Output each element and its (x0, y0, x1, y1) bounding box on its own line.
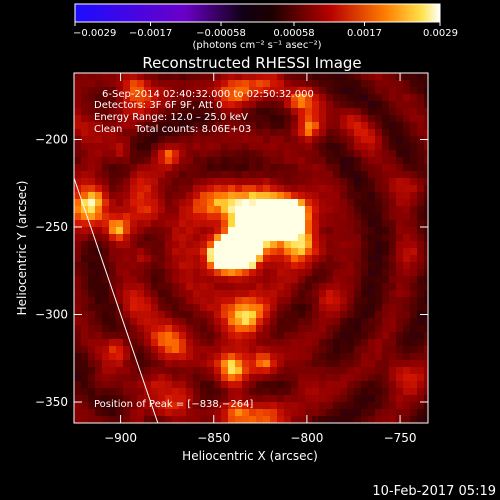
info-detectors: Detectors: 3F 6F 9F, Att 0 (94, 100, 222, 111)
peak-position-label: Position of Peak = [−838,−264] (94, 399, 253, 410)
colorbar-tick-label: −0.00058 (196, 28, 246, 39)
x-tick-label: −900 (104, 431, 137, 445)
x-tick-label: −800 (290, 431, 323, 445)
y-tick-label: −250 (35, 220, 68, 234)
info-clean-counts: Clean Total counts: 8.06E+03 (94, 124, 251, 135)
plot-frame (73, 72, 429, 424)
info-time-range: 6-Sep-2014 02:40:32.000 to 02:50:32.000 (102, 89, 314, 100)
info-energy-range: Energy Range: 12.0 – 25.0 keV (94, 112, 248, 123)
colorbar-unit-label: (photons cm⁻² s⁻¹ asec⁻²) (192, 40, 321, 51)
colorbar (74, 3, 441, 23)
colorbar-tick-label: 0.0017 (347, 28, 382, 39)
x-tick-label: −850 (197, 431, 230, 445)
y-axis-ticks: −200 −250 −300 −350 (35, 133, 428, 409)
colorbar-tick-label: 0.0029 (423, 28, 458, 39)
y-tick-label: −300 (35, 308, 68, 322)
colorbar-tick-label: −0.0017 (129, 28, 172, 39)
footer-timestamp: 10-Feb-2017 05:19 (372, 484, 496, 499)
y-tick-label: −200 (35, 133, 68, 147)
x-axis-ticks: −900 −850 −800 −750 (104, 73, 417, 445)
y-tick-label: −350 (35, 395, 68, 409)
y-axis-label: Heliocentric Y (arcsec) (15, 181, 29, 316)
solar-limb-line (74, 177, 159, 423)
x-tick-label: −750 (384, 431, 417, 445)
x-axis-label: Heliocentric X (arcsec) (182, 449, 318, 463)
chart-title: Reconstructed RHESSI Image (142, 54, 361, 72)
colorbar-tick-label: −0.0029 (73, 28, 116, 39)
colorbar-tick-label: 0.00058 (273, 28, 314, 39)
colorbar-ticks: −0.0029 −0.0017 −0.00058 0.00058 0.0017 0.002… (73, 22, 458, 39)
heatmap-image (74, 73, 428, 423)
